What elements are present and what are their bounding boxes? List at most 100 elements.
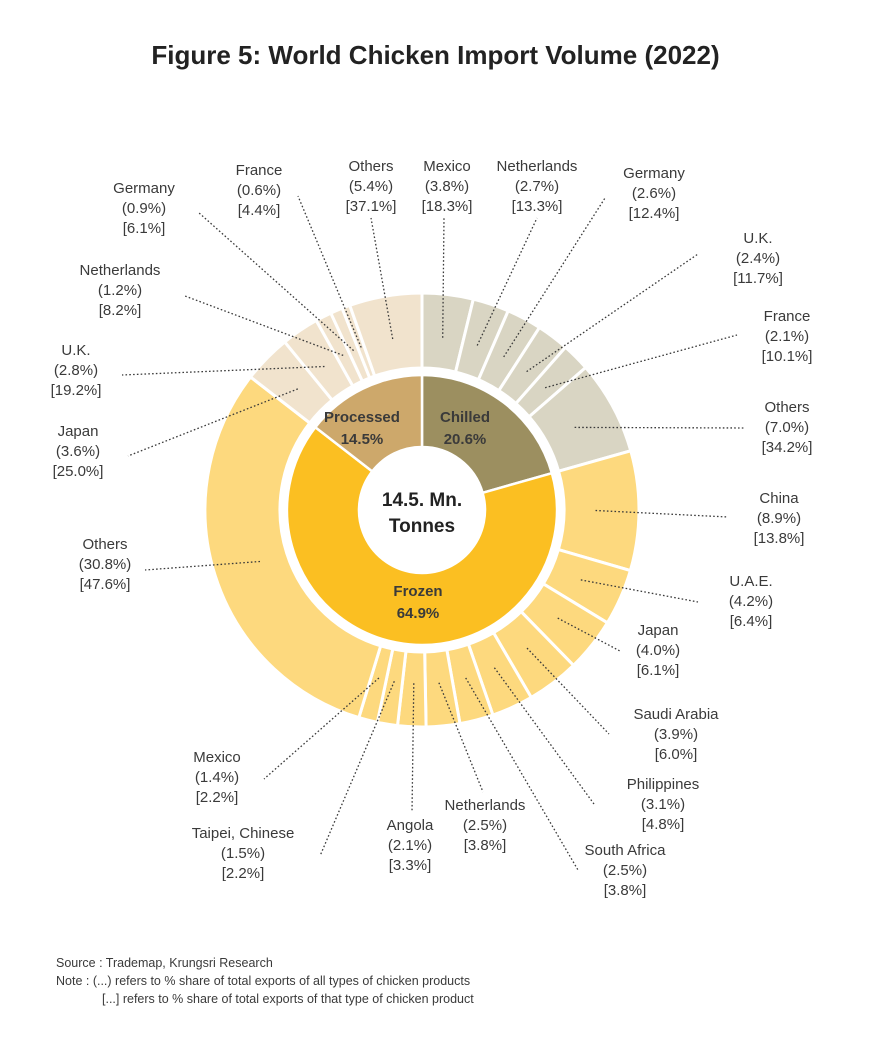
leader-frozen-china: [595, 509, 729, 518]
leader-frozen-taipei-chinese: [319, 681, 395, 857]
outer-label-share-total: (3.1%): [641, 796, 685, 813]
leader-chilled-others: [574, 426, 746, 429]
leader-chilled-germany: [503, 197, 606, 358]
outer-slice-processed-others: [347, 291, 424, 379]
outer-label-share-type: [6.4%]: [730, 613, 773, 630]
outer-label-name: Others: [348, 158, 393, 175]
outer-label-share-type: [2.2%]: [196, 789, 239, 806]
outer-label-share-type: [25.0%]: [53, 463, 104, 480]
outer-label-share-type: [34.2%]: [762, 439, 813, 456]
outer-label-name: France: [236, 162, 283, 179]
outer-label-frozen-others: Others (30.8%) [47.6%]: [79, 536, 132, 593]
outer-label-name: Japan: [58, 423, 99, 440]
outer-label-name: South Africa: [585, 842, 667, 859]
center-total-line-1: 14.5. Mn.: [382, 490, 462, 511]
outer-slice-frozen-others: [203, 374, 383, 720]
outer-label-share-total: (3.6%): [56, 443, 100, 460]
outer-label-frozen-mexico: Mexico (1.4%) [2.2%]: [193, 749, 241, 806]
outer-label-share-total: (0.9%): [122, 200, 166, 217]
outer-label-name: Netherlands: [497, 158, 578, 175]
outer-label-share-total: (3.9%): [654, 726, 698, 743]
outer-label-name: U.K.: [743, 230, 772, 247]
outer-label-share-type: [8.2%]: [99, 302, 142, 319]
outer-label-share-total: (1.2%): [98, 282, 142, 299]
inner-label-name: Frozen: [393, 583, 442, 600]
outer-label-processed-japan: Japan (3.6%) [25.0%]: [53, 423, 104, 480]
outer-label-name: Netherlands: [445, 797, 526, 814]
inner-ring: [285, 373, 559, 647]
outer-label-share-total: (7.0%): [765, 419, 809, 436]
outer-label-share-total: (2.7%): [515, 178, 559, 195]
leader-frozen-philippines: [493, 667, 595, 805]
center-hole: [359, 447, 485, 573]
outer-label-share-type: [2.2%]: [222, 865, 265, 882]
outer-label-share-type: [18.3%]: [422, 198, 473, 215]
outer-label-name: Philippines: [627, 776, 700, 793]
outer-label-share-type: [19.2%]: [51, 382, 102, 399]
inner-label-chilled: Chilled 20.6%: [440, 409, 490, 448]
outer-label-name: U.A.E.: [729, 573, 772, 590]
outer-label-name: China: [759, 490, 799, 507]
center-total-line-2: Tonnes: [389, 516, 455, 537]
outer-label-name: France: [764, 308, 811, 325]
inner-label-value: 20.6%: [444, 431, 487, 448]
outer-label-processed-germany: Germany (0.9%) [6.1%]: [113, 180, 175, 237]
outer-label-share-total: (2.5%): [603, 862, 647, 879]
outer-label-name: Japan: [638, 622, 679, 639]
note-line-2: [...] refers to % share of total exports…: [102, 992, 474, 1006]
leader-processed-others: [370, 217, 394, 340]
outer-label-processed-others: Others (5.4%) [37.1%]: [346, 158, 397, 215]
outer-label-share-type: [6.0%]: [655, 746, 698, 763]
outer-label-name: Saudi Arabia: [633, 706, 719, 723]
leader-frozen-angola: [411, 683, 415, 813]
chart-title: Figure 5: World Chicken Import Volume (2…: [151, 40, 720, 70]
leader-frozen-u-a-e: [580, 579, 699, 603]
outer-label-share-total: (8.9%): [757, 510, 801, 527]
outer-label-frozen-japan: Japan (4.0%) [6.1%]: [636, 622, 680, 679]
leader-chilled-mexico: [442, 217, 445, 338]
outer-label-frozen-south-africa: South Africa (2.5%) [3.8%]: [585, 842, 667, 899]
leader-frozen-mexico: [263, 677, 380, 780]
outer-label-share-type: [6.1%]: [123, 220, 166, 237]
outer-label-processed-u-k: U.K. (2.8%) [19.2%]: [51, 342, 102, 399]
outer-label-frozen-u-a-e: U.A.E. (4.2%) [6.4%]: [729, 573, 773, 630]
outer-label-chilled-germany: Germany (2.6%) [12.4%]: [623, 165, 685, 222]
outer-label-share-total: (0.6%): [237, 182, 281, 199]
outer-label-share-total: (1.4%): [195, 769, 239, 786]
outer-label-name: Others: [82, 536, 127, 553]
outer-label-share-total: (2.8%): [54, 362, 98, 379]
outer-label-frozen-china: China (8.9%) [13.8%]: [754, 490, 805, 547]
outer-label-share-type: [4.8%]: [642, 816, 685, 833]
outer-label-name: Germany: [113, 180, 175, 197]
leader-chilled-u-k: [526, 253, 699, 373]
outer-label-share-total: (2.4%): [736, 250, 780, 267]
center-total: 14.5. Mn. Tonnes: [382, 490, 462, 537]
slice-labels: Chilled 20.6% Frozen 64.9% Processed 14.5% Mex…: [51, 158, 813, 899]
outer-label-share-total: (3.8%): [425, 178, 469, 195]
outer-label-name: Mexico: [193, 749, 241, 766]
inner-label-value: 64.9%: [397, 605, 440, 622]
outer-label-share-type: [3.3%]: [389, 857, 432, 874]
outer-label-share-type: [12.4%]: [629, 205, 680, 222]
outer-label-chilled-u-k: U.K. (2.4%) [11.7%]: [733, 230, 783, 287]
leader-processed-japan: [127, 388, 299, 457]
outer-label-share-type: [4.4%]: [238, 202, 281, 219]
outer-label-chilled-netherlands: Netherlands (2.7%) [13.3%]: [497, 158, 578, 215]
outer-label-share-total: (4.0%): [636, 642, 680, 659]
inner-label-frozen: Frozen 64.9%: [393, 583, 442, 622]
chart-footer: Source : Trademap, Krungsri Research Not…: [56, 954, 474, 1008]
outer-label-name: Angola: [387, 817, 434, 834]
outer-label-frozen-philippines: Philippines (3.1%) [4.8%]: [627, 776, 700, 833]
outer-label-processed-france: France (0.6%) [4.4%]: [236, 162, 283, 219]
leader-processed-france: [297, 195, 362, 348]
outer-label-name: Taipei, Chinese: [192, 825, 295, 842]
inner-label-value: 14.5%: [341, 431, 384, 448]
leader-frozen-netherlands: [438, 682, 484, 793]
outer-label-share-type: [6.1%]: [637, 662, 680, 679]
outer-label-share-type: [3.8%]: [464, 837, 507, 854]
outer-label-share-type: [13.8%]: [754, 530, 805, 547]
inner-label-processed: Processed 14.5%: [324, 409, 400, 448]
outer-label-share-total: (30.8%): [79, 556, 132, 573]
leader-frozen-others: [144, 560, 261, 571]
